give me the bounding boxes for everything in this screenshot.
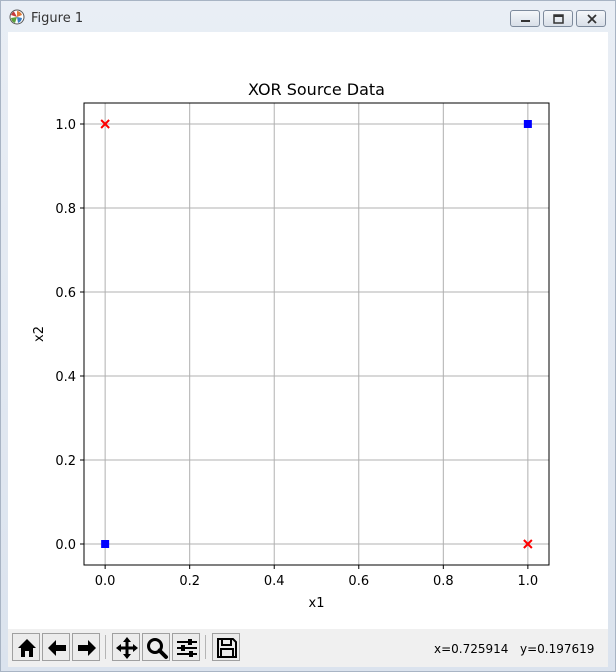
x-marker-point [523,539,533,549]
y-tick-label: 0.8 [55,202,76,217]
x-tick-label: 0.6 [348,574,369,589]
y-tick-label: 0.4 [55,370,76,385]
y-axis-label: x2 [32,326,47,342]
minimize-icon [521,20,530,22]
zoom-button[interactable] [142,633,170,661]
y-tick-label: 1.0 [55,118,76,133]
x-marker-point [100,119,110,129]
toolbar-separator [105,635,106,659]
home-icon [18,639,36,657]
chart-title: XOR Source Data [248,80,385,99]
back-button[interactable] [42,633,70,661]
configure-subplots-button[interactable] [172,633,200,661]
minimize-button[interactable] [510,10,540,27]
matplotlib-logo-icon [9,9,25,25]
home-button[interactable] [12,633,40,661]
navigation-toolbar: x=0.725914 y=0.197619 [8,629,608,667]
pan-button[interactable] [112,633,140,661]
zoom-icon [147,638,168,659]
toolbar-separator [205,635,206,659]
close-icon [587,14,597,24]
axes-frame [83,102,550,566]
y-tick-label: 0.0 [55,538,76,553]
cursor-x-readout: x=0.725914 [434,642,509,656]
y-tick-label: 0.6 [55,286,76,301]
scatter-plot: 0.0 0.2 0.4 0.6 0.8 1.0 0.0 0.2 0.4 0.6 0.8 1.0 XOR … [32,80,550,611]
x-tick-label: 0.0 [95,574,116,589]
window-title: Figure 1 [31,11,84,26]
x-tick-label: 0.4 [264,574,285,589]
cursor-y-readout: y=0.197619 [520,642,595,656]
maximize-button[interactable] [543,10,573,27]
close-button[interactable] [576,10,606,27]
configure-subplots-icon [177,639,197,657]
square-marker-point [523,120,532,128]
x-tick-label: 1.0 [518,574,539,589]
x-axis-label: x1 [309,596,325,611]
save-button[interactable] [212,633,240,661]
x-tick-label: 0.8 [433,574,454,589]
square-marker-point [101,540,110,548]
forward-arrow-icon [78,640,96,656]
maximize-icon [553,14,564,24]
forward-button[interactable] [72,633,100,661]
pan-icon [116,637,138,659]
x-tick-label: 0.2 [179,574,200,589]
title-bar[interactable]: Figure 1 [1,1,615,32]
back-arrow-icon [48,640,66,656]
y-tick-label: 0.2 [55,454,76,469]
save-icon [217,638,237,658]
figure-canvas[interactable]: 0.0 0.2 0.4 0.6 0.8 1.0 0.0 0.2 0.4 0.6 0.8 1.0 XOR … [8,32,608,629]
